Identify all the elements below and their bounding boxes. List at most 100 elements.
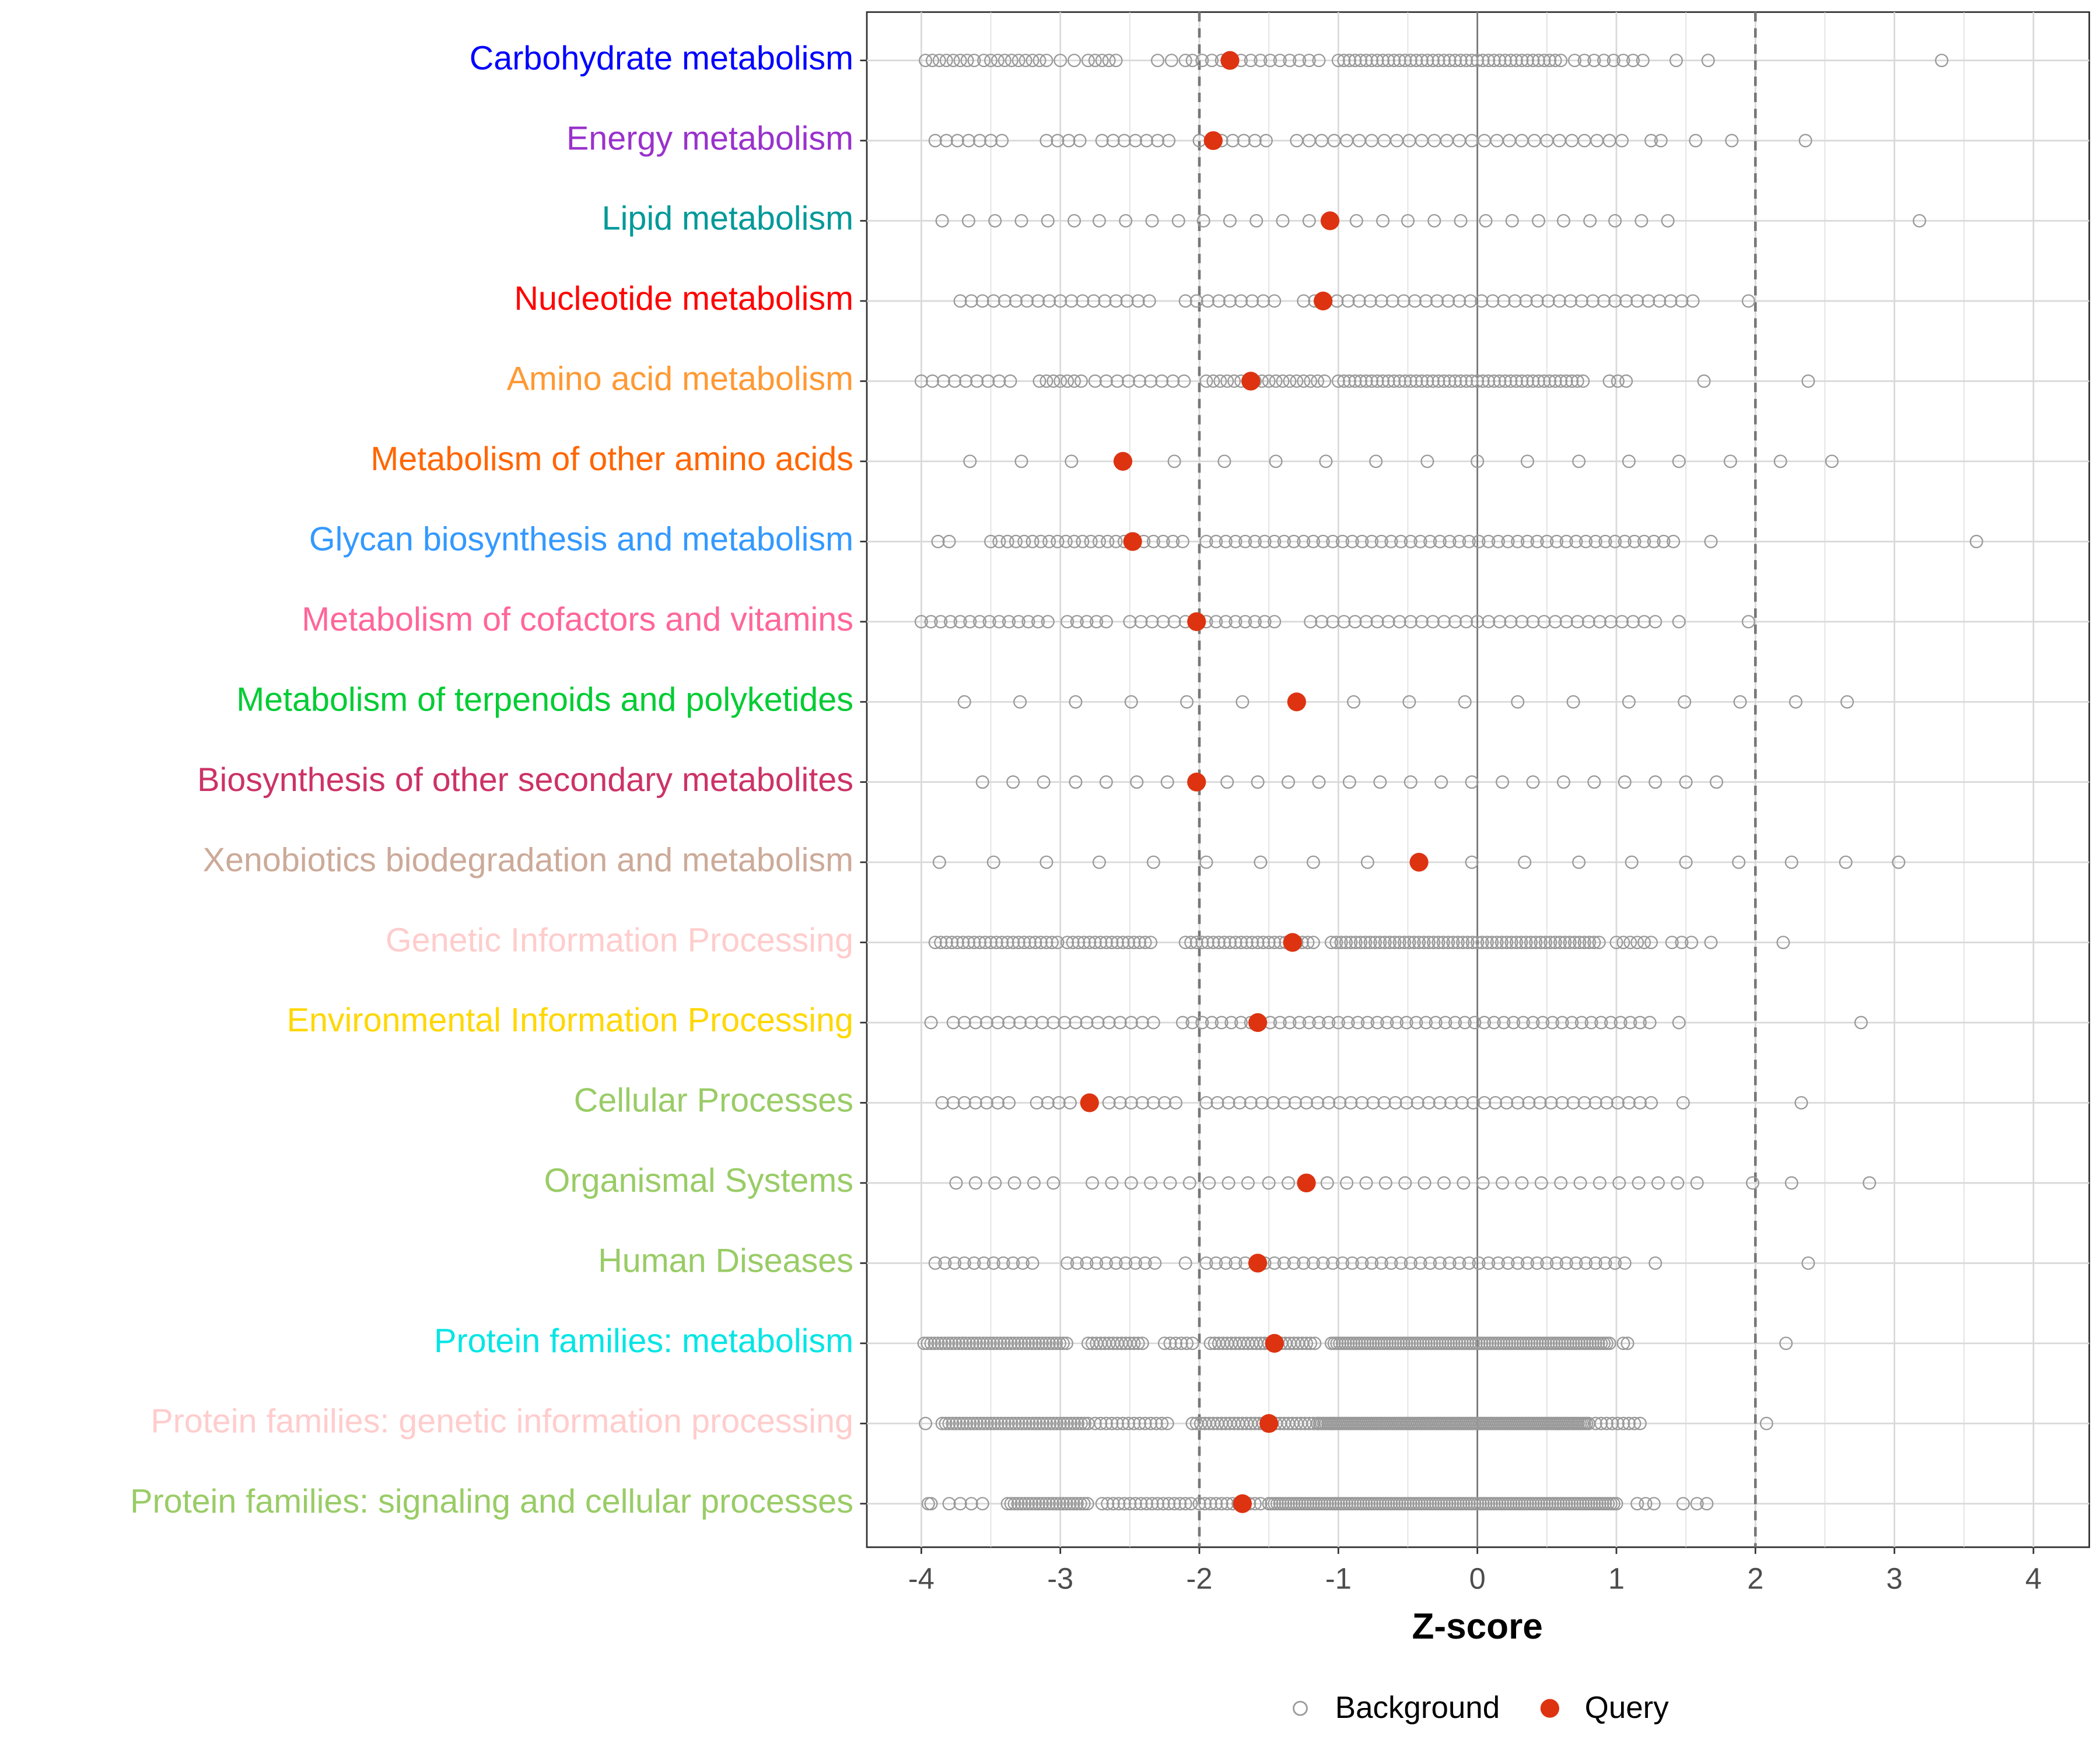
background-point: [1478, 1016, 1492, 1030]
background-point: [1443, 1256, 1457, 1270]
background-point: [1098, 294, 1112, 308]
background-point: [1138, 1256, 1152, 1270]
background-point: [1065, 454, 1079, 468]
background-point: [1592, 1176, 1606, 1190]
background-point: [1614, 1016, 1628, 1030]
legend-query-marker: [1540, 1699, 1559, 1718]
background-point: [1399, 1016, 1413, 1030]
background-point: [1014, 214, 1028, 228]
background-point: [1006, 1256, 1020, 1270]
category-label: Glycan biosynthesis and metabolism: [309, 521, 853, 558]
background-point: [1509, 936, 1523, 950]
background-point: [1404, 1256, 1418, 1270]
background-point: [1392, 374, 1406, 388]
background-point: [1365, 54, 1379, 68]
background-point: [1133, 936, 1147, 950]
background-point: [1412, 936, 1426, 950]
background-point: [1487, 374, 1501, 388]
background-point: [1060, 1416, 1074, 1430]
background-point: [1468, 1016, 1482, 1030]
background-point: [1166, 374, 1180, 388]
background-point: [997, 1336, 1011, 1350]
background-point: [1534, 1176, 1548, 1190]
background-point: [1625, 855, 1639, 869]
background-point: [1297, 374, 1311, 388]
background-point: [1059, 534, 1073, 548]
background-point: [1220, 775, 1234, 789]
background-point: [1413, 534, 1427, 548]
background-point: [1504, 615, 1518, 629]
background-point: [1046, 1176, 1060, 1190]
background-point: [1254, 855, 1268, 869]
background-point: [1128, 1256, 1142, 1270]
background-point: [1409, 374, 1423, 388]
background-point: [1637, 936, 1651, 950]
background-point: [1236, 695, 1250, 709]
background-point: [1036, 1416, 1050, 1430]
background-point: [986, 1336, 1000, 1350]
background-point: [1451, 936, 1465, 950]
background-point: [1419, 1016, 1433, 1030]
background-point: [1020, 294, 1034, 308]
background-point: [1454, 374, 1468, 388]
background-point: [1618, 1256, 1632, 1270]
background-point: [1616, 936, 1630, 950]
background-point: [1504, 936, 1518, 950]
category-label: Nucleotide metabolism: [514, 280, 853, 317]
background-point: [1090, 615, 1104, 629]
background-point: [953, 1416, 967, 1430]
background-point: [924, 1336, 938, 1350]
background-point: [1006, 775, 1020, 789]
background-point: [1109, 534, 1123, 548]
background-point: [1615, 134, 1629, 148]
background-point: [1144, 936, 1158, 950]
background-point: [1570, 615, 1584, 629]
background-point: [1798, 134, 1812, 148]
background-point: [1121, 1416, 1135, 1430]
background-point: [1337, 54, 1351, 68]
query-point: [1123, 532, 1142, 551]
background-point: [1209, 534, 1223, 548]
background-point: [1076, 294, 1090, 308]
background-point: [935, 214, 949, 228]
background-point: [1018, 1497, 1032, 1511]
background-point: [1619, 294, 1633, 308]
background-point: [1359, 1176, 1373, 1190]
background-point: [1556, 214, 1570, 228]
background-point: [1676, 1497, 1690, 1511]
background-point: [1432, 374, 1446, 388]
background-point: [1648, 1256, 1662, 1270]
background-point: [1046, 1497, 1060, 1511]
background-point: [1335, 1256, 1349, 1270]
background-point: [1312, 775, 1326, 789]
background-point: [1446, 936, 1460, 950]
background-point: [1628, 1416, 1642, 1430]
background-point: [1151, 134, 1165, 148]
background-point: [1022, 1416, 1036, 1430]
background-point: [1381, 54, 1395, 68]
background-point: [949, 1416, 963, 1430]
background-point: [1353, 374, 1367, 388]
background-point: [1583, 214, 1597, 228]
background-point: [1032, 1497, 1046, 1511]
background-point: [1377, 1096, 1391, 1110]
background-point: [1611, 1416, 1625, 1430]
background-point: [1040, 54, 1054, 68]
background-point: [1258, 615, 1272, 629]
background-point: [1128, 134, 1142, 148]
background-point: [1210, 1096, 1224, 1110]
background-point: [1349, 214, 1363, 228]
background-point: [1074, 1416, 1088, 1430]
background-point: [1490, 936, 1504, 950]
background-point: [1581, 615, 1595, 629]
background-point: [1548, 936, 1562, 950]
background-point: [1219, 534, 1233, 548]
background-point: [1068, 374, 1082, 388]
category-label: Protein families: metabolism: [434, 1322, 853, 1360]
background-point: [1002, 1096, 1016, 1110]
background-point: [1234, 936, 1248, 950]
background-point: [1101, 1497, 1115, 1511]
background-point: [982, 615, 996, 629]
background-point: [1515, 615, 1529, 629]
background-point: [1461, 936, 1475, 950]
